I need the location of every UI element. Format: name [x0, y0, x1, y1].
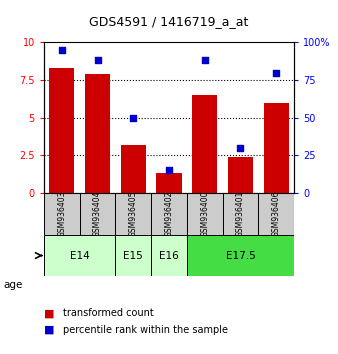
- Text: E15: E15: [123, 251, 143, 261]
- Text: GSM936402: GSM936402: [165, 190, 173, 237]
- Bar: [115, 193, 151, 235]
- Bar: [228, 156, 253, 193]
- Bar: [80, 193, 115, 235]
- Text: ■: ■: [44, 308, 54, 318]
- Bar: [187, 193, 223, 235]
- Bar: [44, 235, 115, 276]
- Bar: [151, 235, 187, 276]
- Text: GSM936400: GSM936400: [200, 190, 209, 237]
- Point: [238, 145, 243, 150]
- Text: GSM936403: GSM936403: [57, 190, 66, 237]
- Bar: [156, 173, 182, 193]
- Point: [59, 47, 65, 53]
- Text: percentile rank within the sample: percentile rank within the sample: [63, 325, 227, 335]
- Point: [130, 115, 136, 120]
- Text: age: age: [3, 280, 23, 290]
- Text: E16: E16: [159, 251, 179, 261]
- Text: E17.5: E17.5: [225, 251, 255, 261]
- Point: [273, 70, 279, 75]
- Bar: [264, 103, 289, 193]
- Bar: [121, 144, 146, 193]
- Text: GSM936404: GSM936404: [93, 190, 102, 237]
- Point: [95, 58, 100, 63]
- Text: GDS4591 / 1416719_a_at: GDS4591 / 1416719_a_at: [89, 15, 249, 28]
- Bar: [187, 235, 294, 276]
- Bar: [151, 193, 187, 235]
- Text: ■: ■: [44, 325, 54, 335]
- Bar: [44, 193, 80, 235]
- Point: [166, 167, 172, 173]
- Bar: [192, 95, 217, 193]
- Point: [202, 58, 208, 63]
- Bar: [49, 68, 74, 193]
- Text: transformed count: transformed count: [63, 308, 153, 318]
- Bar: [258, 193, 294, 235]
- Text: GSM936406: GSM936406: [272, 190, 281, 237]
- Text: GSM936405: GSM936405: [129, 190, 138, 237]
- Text: GSM936401: GSM936401: [236, 190, 245, 237]
- Text: E14: E14: [70, 251, 90, 261]
- Bar: [85, 74, 110, 193]
- Bar: [115, 235, 151, 276]
- Bar: [223, 193, 258, 235]
